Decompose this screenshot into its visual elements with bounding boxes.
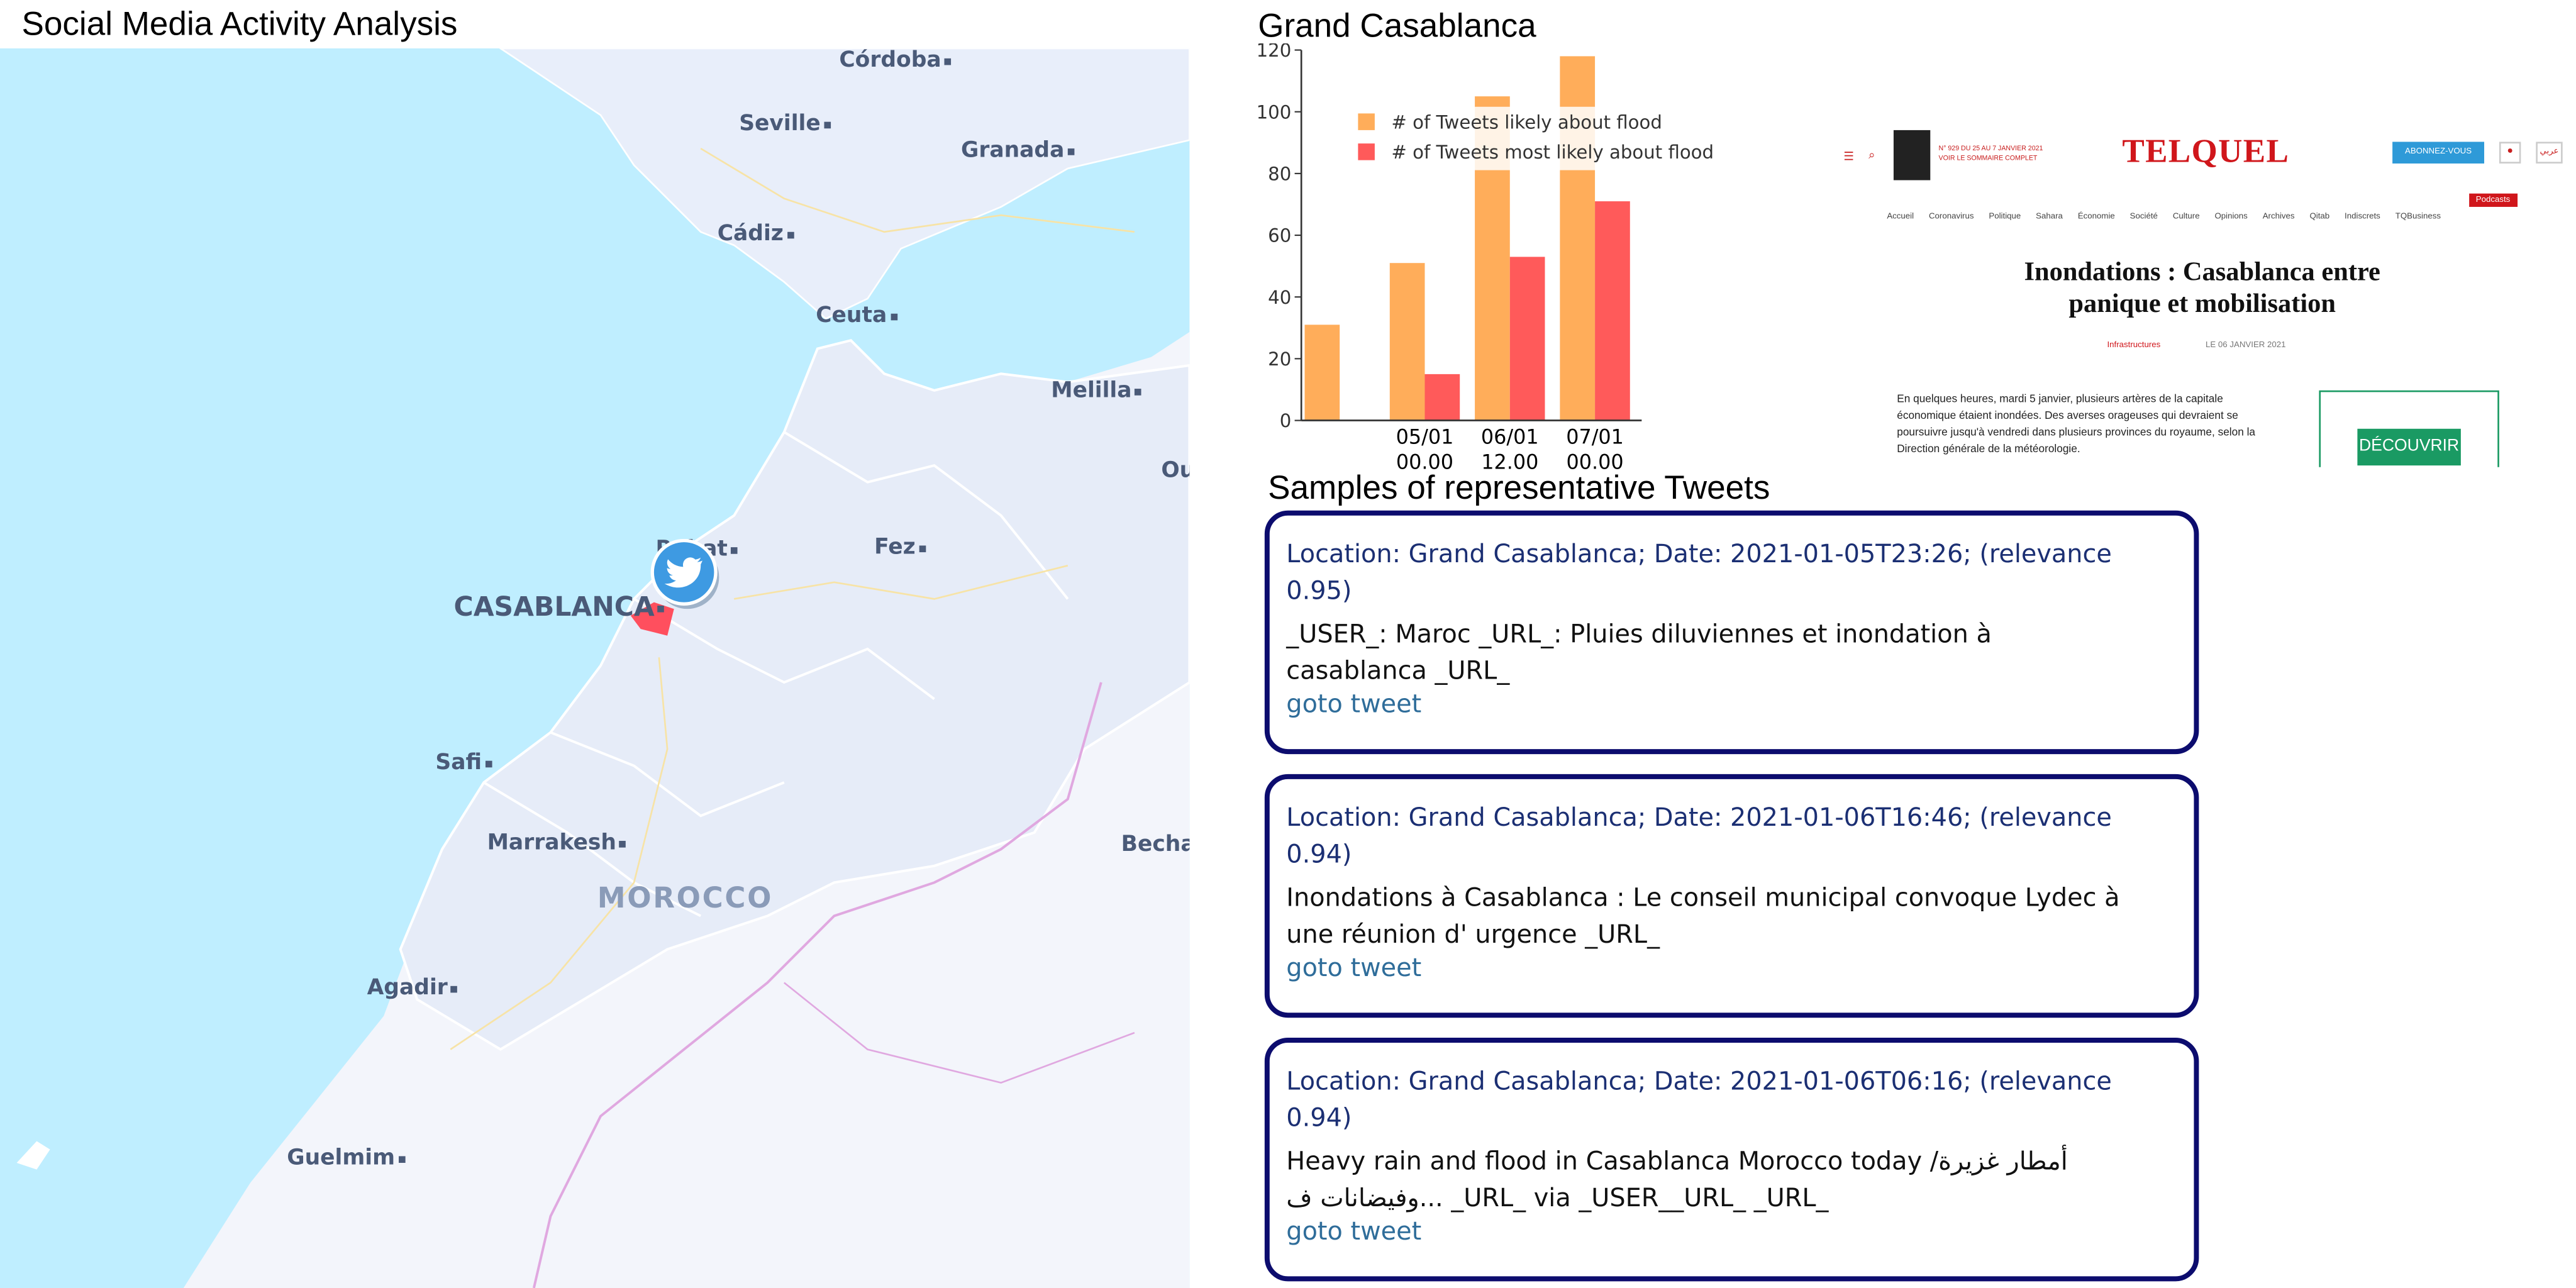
city-label-safi: Safi — [435, 751, 492, 776]
x-tick-label: 06/01 — [1481, 425, 1539, 449]
tweet-text: Inondations à Casablanca : Le conseil mu… — [1286, 882, 2120, 950]
y-tick-label: 20 — [1268, 348, 1291, 370]
tweets-section-title: Samples of representative Tweets — [1268, 470, 1770, 508]
legend-label: # of Tweets most likely about flood — [1391, 142, 1714, 163]
tweet-card: Location: Grand Casablanca; Date: 2021-0… — [1264, 774, 2199, 1018]
subscribe-button[interactable]: ABONNEZ-VOUS — [2392, 142, 2485, 164]
y-tick-label: 0 — [1280, 410, 1292, 431]
article-category[interactable]: Infrastructures — [2107, 340, 2161, 351]
bar-likely — [1304, 325, 1340, 421]
legend-label: # of Tweets likely about flood — [1391, 111, 1662, 133]
city-label-cordoba: Córdoba — [839, 48, 952, 74]
nav-item[interactable]: Coronavirus — [1928, 211, 1974, 222]
ad-discover-button[interactable]: DÉCOUVRIR — [2357, 428, 2461, 466]
city-label-ou: Ou — [1161, 458, 1189, 484]
nav-item[interactable]: Économie — [2077, 211, 2115, 222]
x-tick-label: 05/01 — [1396, 425, 1454, 449]
tweet-card: Location: Grand Casablanca; Date: 2021-0… — [1264, 510, 2199, 755]
map-basemap — [16, 48, 1190, 1288]
nav-item[interactable]: Indiscrets — [2345, 211, 2380, 222]
nav-item[interactable]: TQBusiness — [2395, 211, 2441, 222]
menu-icon[interactable]: ☰ — [1843, 150, 1855, 164]
nav-item[interactable]: Sahara — [2036, 211, 2063, 222]
podcasts-button[interactable]: Podcasts — [2469, 193, 2517, 207]
tweet-meta: Location: Grand Casablanca; Date: 2021-0… — [1286, 538, 2112, 606]
bar-likely — [1389, 263, 1425, 421]
goto-tweet-link[interactable]: goto tweet — [1286, 689, 1422, 719]
user-icon[interactable]: ● — [2499, 142, 2521, 164]
bar-most-likely — [1509, 257, 1545, 421]
bar-most-likely — [1595, 201, 1630, 421]
issue-line-1: N° 929 DU 25 AU 7 JANVIER 2021 — [1938, 143, 2043, 152]
city-label-fez: Fez — [874, 536, 926, 560]
twitter-bird-icon — [650, 538, 719, 609]
tweet-text: Heavy rain and flood in Casablanca Moroc… — [1286, 1146, 2068, 1213]
city-label-casablanca: CASABLANCA — [454, 591, 665, 622]
nav-item[interactable]: Qitab — [2309, 211, 2330, 222]
city-label-becha: Becha — [1121, 832, 1190, 858]
x-tick-label: 00.00 — [1567, 450, 1624, 474]
country-label-morocco: MOROCCO — [597, 882, 774, 916]
article-date: LE 06 JANVIER 2021 — [2206, 340, 2286, 351]
y-tick-label: 120 — [1258, 43, 1291, 61]
y-tick-label: 80 — [1268, 164, 1291, 185]
ad-banner[interactable]: DÉCOUVRIR — [2319, 390, 2499, 467]
nav-item[interactable]: Politique — [1989, 211, 2021, 222]
city-label-cadiz: Cádiz — [718, 222, 794, 247]
city-label-seville: Seville — [739, 112, 831, 137]
tweet-text: _USER_: Maroc _URL_: Pluies diluviennes … — [1286, 619, 1992, 686]
goto-tweet-link[interactable]: goto tweet — [1286, 952, 1422, 983]
brand-logo[interactable]: TELQUEL — [2122, 133, 2290, 170]
legend-swatch — [1358, 143, 1375, 160]
city-label-agadir: Agadir — [367, 976, 458, 1001]
search-icon[interactable]: ⌕ — [1868, 148, 1875, 162]
y-tick-label: 100 — [1258, 101, 1291, 123]
nav-item[interactable]: Archives — [2262, 211, 2295, 222]
legend-background — [1348, 106, 1716, 170]
goto-tweet-link[interactable]: goto tweet — [1286, 1216, 1422, 1246]
y-tick-label: 40 — [1268, 287, 1291, 308]
nav-item[interactable]: Culture — [2172, 211, 2200, 222]
x-tick-label: 12.00 — [1481, 450, 1538, 474]
nav-item[interactable]: Société — [2129, 211, 2158, 222]
map-view[interactable]: Córdoba Seville Granada Cádiz Ceuta Meli… — [0, 48, 1190, 1288]
article-body: En quelques heures, mardi 5 janvier, plu… — [1897, 394, 2256, 456]
nav-item[interactable]: Accueil — [1887, 211, 1914, 222]
bar-chart: 02040608010012005/0100.0006/0112.0007/01… — [1258, 43, 1716, 474]
article-headline: Inondations : Casablanca entre panique e… — [2024, 258, 2380, 319]
news-article-preview[interactable]: ☰ ⌕ N° 929 DU 25 AU 7 JANVIER 2021 VOIR … — [1835, 116, 2570, 467]
x-tick-label: 07/01 — [1566, 425, 1624, 449]
magazine-cover-thumbnail[interactable] — [1893, 130, 1931, 180]
city-label-granada: Granada — [961, 138, 1075, 164]
issue-line-2[interactable]: VOIR LE SOMMAIRE COMPLET — [1938, 153, 2038, 162]
nav-item[interactable]: Opinions — [2214, 211, 2248, 222]
city-label-melilla: Melilla — [1051, 379, 1142, 404]
city-label-guelmim: Guelmim — [287, 1146, 405, 1171]
twitter-marker[interactable] — [650, 538, 721, 609]
city-label-ceuta: Ceuta — [816, 304, 897, 329]
city-label-marrakesh: Marrakesh — [487, 831, 626, 856]
page-title: Social Media Activity Analysis — [21, 6, 458, 43]
tweet-meta: Location: Grand Casablanca; Date: 2021-0… — [1286, 1066, 2112, 1133]
chart-title: Grand Casablanca — [1258, 8, 1536, 45]
tweet-meta: Location: Grand Casablanca; Date: 2021-0… — [1286, 802, 2112, 870]
legend-swatch — [1358, 113, 1375, 130]
article-nav: Accueil Coronavirus Politique Sahara Économi… — [1887, 197, 2456, 227]
tweet-card: Location: Grand Casablanca; Date: 2021-0… — [1264, 1038, 2199, 1282]
y-tick-label: 60 — [1268, 225, 1291, 247]
bar-most-likely — [1424, 374, 1460, 421]
x-tick-label: 00.00 — [1396, 450, 1453, 474]
arabic-language-button[interactable]: عربي — [2536, 142, 2563, 164]
